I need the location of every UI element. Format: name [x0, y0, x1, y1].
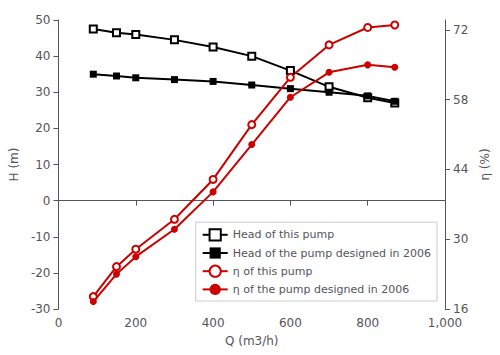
svg-text:10: 10	[35, 158, 50, 172]
svg-text:58: 58	[453, 93, 468, 107]
svg-text:72: 72	[453, 23, 468, 37]
svg-text:400: 400	[202, 316, 225, 330]
svg-text:η of the pump designed in 2006: η of the pump designed in 2006	[233, 283, 410, 296]
svg-text:Head of this pump: Head of this pump	[233, 228, 335, 241]
svg-text:20: 20	[35, 121, 50, 135]
svg-text:800: 800	[356, 316, 379, 330]
svg-text:600: 600	[279, 316, 302, 330]
svg-text:η (%): η (%)	[478, 148, 492, 180]
svg-text:50: 50	[35, 13, 50, 27]
svg-text:-20: -20	[31, 266, 51, 280]
svg-text:-30: -30	[31, 302, 51, 316]
svg-text:40: 40	[35, 49, 50, 63]
svg-text:0: 0	[43, 194, 51, 208]
svg-text:1,000: 1,000	[428, 316, 462, 330]
svg-text:30: 30	[453, 232, 468, 246]
svg-text:30: 30	[35, 85, 50, 99]
svg-text:H (m): H (m)	[7, 148, 21, 182]
svg-text:Head of the pump designed in 2: Head of the pump designed in 2006	[233, 247, 431, 260]
svg-text:-10: -10	[31, 230, 51, 244]
svg-text:Q (m3/h): Q (m3/h)	[225, 334, 279, 348]
svg-text:200: 200	[124, 316, 147, 330]
svg-text:44: 44	[453, 162, 468, 176]
svg-text:η of this pump: η of this pump	[233, 265, 313, 278]
svg-text:16: 16	[453, 302, 468, 316]
svg-text:0: 0	[55, 316, 63, 330]
